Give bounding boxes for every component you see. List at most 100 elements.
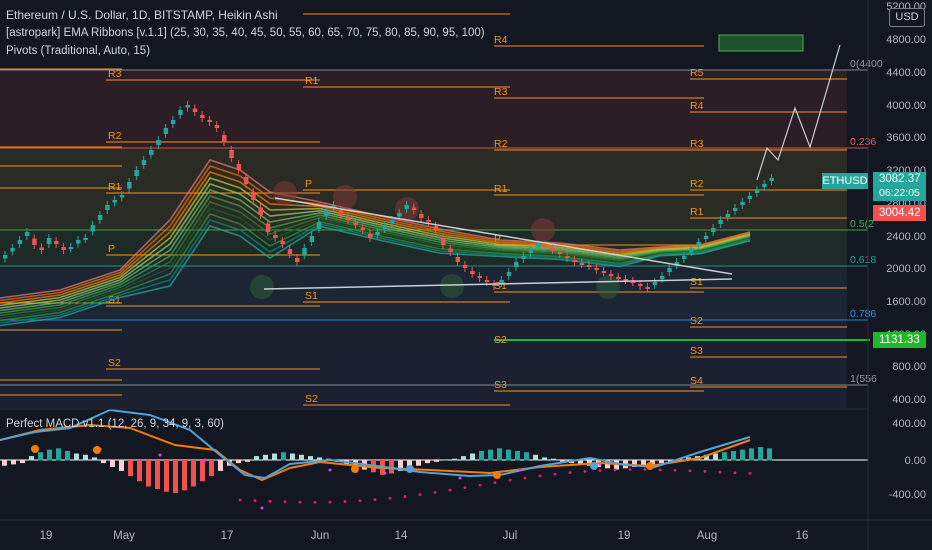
main-series-legend[interactable]: Ethereum / U.S. Dollar, 1D, BITSTAMP, He… xyxy=(6,8,278,22)
candle-body xyxy=(382,226,388,229)
candle-body xyxy=(565,256,570,258)
macd-histogram-bar xyxy=(704,454,709,461)
macd-cross-marker xyxy=(646,462,654,470)
time-axis[interactable]: 19 May 17 Jun 14 Jul 19 Aug 16 xyxy=(40,530,809,542)
macd-axis-label: 400.00 xyxy=(892,418,926,430)
ema-ribbon-line xyxy=(0,207,751,319)
macd-histogram-bar xyxy=(281,452,286,461)
candle-body xyxy=(470,271,475,274)
pivot-label: S1 xyxy=(305,290,318,302)
candle-body xyxy=(499,280,504,283)
candle-body xyxy=(645,287,650,289)
candle-body xyxy=(528,250,534,253)
macd-histogram-bar xyxy=(92,457,97,461)
time-axis-label: 19 xyxy=(618,530,631,542)
candle-body xyxy=(674,262,680,265)
macd-cross-marker xyxy=(493,471,501,479)
currency-button[interactable]: USD xyxy=(889,8,925,27)
macd-dot xyxy=(328,500,332,504)
macd-histogram-bar xyxy=(56,448,61,461)
macd-dot xyxy=(158,453,162,457)
macd-histogram-bar xyxy=(506,449,511,461)
macd-histogram-bar xyxy=(524,452,529,461)
macd-histogram-bar xyxy=(461,456,466,461)
macd-dot xyxy=(598,469,602,472)
macd-dot xyxy=(403,495,407,498)
price-axis[interactable]: 5200.004800.004400.004000.003600.003200.… xyxy=(886,1,926,406)
drawings[interactable] xyxy=(263,34,841,290)
candle-body xyxy=(433,226,439,230)
pivot-label: S2 xyxy=(305,393,318,405)
macd-histogram-bar xyxy=(767,448,772,461)
bar-countdown: 06:22:05 xyxy=(879,187,920,199)
macd-dot xyxy=(518,468,522,472)
candle-body xyxy=(141,160,147,165)
candle-body xyxy=(448,248,453,252)
macd-histogram-bar xyxy=(425,460,430,464)
candles xyxy=(3,101,774,292)
macd-histogram-bar xyxy=(191,460,196,487)
pivot-label: S4 xyxy=(690,375,703,387)
time-axis-label: 19 xyxy=(40,530,53,542)
macd-line xyxy=(0,408,751,480)
fib-label: 0.786 xyxy=(850,308,876,320)
macd-dot xyxy=(373,498,377,502)
macd-cross-marker xyxy=(406,465,414,473)
ema-ribbon-line xyxy=(0,219,751,324)
pivot-label: R2 xyxy=(108,130,122,142)
macd-histogram-bar xyxy=(65,450,70,461)
candle-body xyxy=(185,105,190,108)
macd-histogram-bar xyxy=(713,453,718,461)
pivot-label: S2 xyxy=(494,334,507,346)
candle-body xyxy=(608,274,614,276)
macd-cross-marker xyxy=(31,445,39,453)
macd-histogram-bar xyxy=(308,456,313,461)
macd-histogram-bar xyxy=(11,460,16,465)
price-axis-label: 4800.00 xyxy=(886,34,926,46)
price-axis-label: 1600.00 xyxy=(886,296,926,308)
macd-histogram-bar xyxy=(20,460,25,464)
candle-body xyxy=(280,241,285,244)
candle-body xyxy=(17,240,23,244)
pivot-label: P xyxy=(108,243,115,255)
macd-dot xyxy=(688,469,692,473)
candle-body xyxy=(83,238,88,240)
candle-body xyxy=(68,247,74,249)
red-price-tag: 3004.42 xyxy=(873,205,926,221)
macd-histogram-bar xyxy=(146,460,151,487)
macd-histogram-bar xyxy=(236,460,241,464)
candle-body xyxy=(557,252,563,254)
macd-histogram-bar xyxy=(245,460,250,462)
pivots-legend[interactable]: Pivots (Traditional, Auto, 15) xyxy=(6,45,151,57)
ema-ribbons-legend[interactable]: [astropark] EMA Ribbons [v.1.1] (25, 30,… xyxy=(6,27,485,39)
candle-body xyxy=(229,150,234,158)
macd-histogram-bar xyxy=(407,460,412,469)
macd-dot xyxy=(388,496,392,500)
candle-body xyxy=(667,268,672,272)
macd-histogram-bar xyxy=(542,457,547,461)
macd-histogram-bar xyxy=(398,460,403,471)
pivot-label: R3 xyxy=(494,86,508,98)
candle-body xyxy=(630,281,636,283)
candle-body xyxy=(207,120,212,122)
macd-histogram-bar xyxy=(434,460,439,462)
macd-histogram-bar xyxy=(488,449,493,461)
macd-histogram-bar xyxy=(38,452,43,461)
macd-cross-marker xyxy=(590,462,598,470)
candle-body xyxy=(769,178,774,181)
macd-dot xyxy=(383,471,387,475)
candle-body xyxy=(762,184,767,187)
macd-histogram-bar xyxy=(551,458,556,461)
candle-body xyxy=(10,248,15,252)
macd-legend[interactable]: Perfect MACD v1.1 (12, 26, 9, 34, 9, 3, … xyxy=(6,418,224,430)
macd-histogram-bar xyxy=(578,460,583,465)
fib-zone-bottom xyxy=(0,320,847,408)
macd-dot xyxy=(313,500,317,504)
candle-body xyxy=(156,140,161,145)
macd-dot xyxy=(478,483,482,487)
pivot-label: S3 xyxy=(690,345,703,357)
macd-dot xyxy=(718,470,722,474)
macd-axis[interactable]: 400.00 0.00 -400.00 xyxy=(889,418,926,501)
